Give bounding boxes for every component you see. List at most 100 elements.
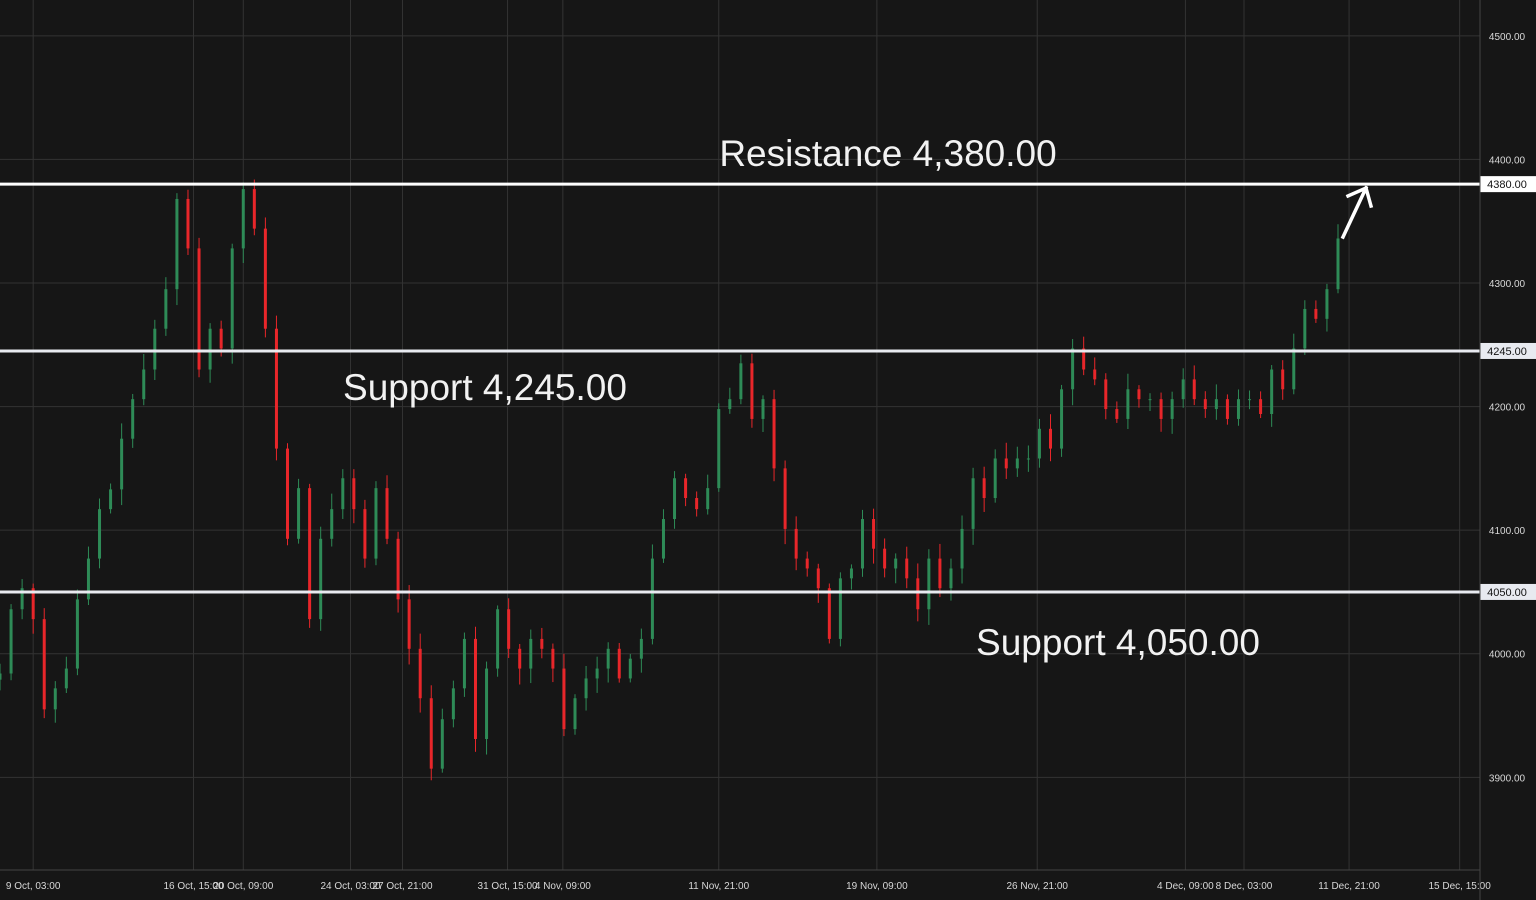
candle [1192,379,1196,400]
candle [374,488,378,559]
candle [1292,348,1296,390]
level-label: Support 4,245.00 [343,367,627,408]
level-axis-badge [1480,583,1536,600]
candle [98,509,102,559]
candle [628,658,632,679]
candle [396,538,400,600]
candle [1281,369,1285,390]
candle [894,558,898,569]
level-axis-badge [1480,176,1536,193]
candle [109,489,113,510]
candle [363,509,367,559]
candle [1270,369,1274,414]
candle [230,248,234,349]
candle [706,488,710,510]
candle [319,538,323,620]
candle [53,688,57,710]
candle [1303,308,1307,349]
y-tick-label: 4500.00 [1489,32,1526,43]
candle [1236,399,1240,419]
candle [42,619,46,710]
candle [529,638,533,669]
candle [297,488,301,539]
candle [1336,238,1340,290]
candle [518,648,522,669]
candle [673,478,677,520]
candle [1004,458,1008,469]
candle [1159,399,1163,419]
x-tick-label: 27 Oct, 21:00 [372,881,432,892]
level-label: Support 4,050.00 [976,622,1260,663]
candle [142,369,146,400]
candle [341,478,345,510]
candle [308,488,312,620]
candle [861,519,865,569]
candle [916,578,920,610]
candle [971,478,975,529]
candle [584,678,588,699]
candle [1015,458,1019,469]
y-tick-label: 4200.00 [1489,403,1526,414]
candle [1126,389,1130,419]
candle [650,558,654,639]
candle [1181,379,1185,400]
candle [64,668,68,689]
y-tick-label: 3900.00 [1489,773,1526,784]
candle [241,189,245,249]
candle [1137,389,1141,400]
candle [606,648,610,669]
candle [960,528,964,569]
candle [330,509,334,539]
levels: 4380.00 Resistance 4,380.00 4245.00 Support… [0,133,1536,663]
candle [1214,399,1218,410]
candle [982,478,986,499]
candle [1314,308,1318,319]
candle [186,198,190,249]
candle [429,698,433,769]
y-tick-label: 4000.00 [1489,650,1526,661]
candle [551,648,555,669]
candle [739,363,743,400]
candles [0,179,1340,781]
x-tick-label: 15 Dec, 15:00 [1429,881,1492,892]
candle [86,558,90,600]
candle [872,519,876,549]
candle [219,328,223,349]
candle [772,399,776,469]
x-tick-label: 26 Nov, 21:00 [1006,881,1068,892]
candle [540,638,544,649]
candle [1259,399,1263,414]
level-label: Resistance 4,380.00 [719,133,1056,174]
candle [1115,409,1119,419]
arrow-up-right-icon [1340,185,1374,240]
candle [827,588,831,639]
candle [1037,428,1041,459]
candle [1071,348,1075,390]
candle [695,498,699,510]
candle [485,668,489,740]
candle [805,558,809,569]
candle [385,488,389,539]
level-axis-label: 4245.00 [1487,346,1527,358]
candle [20,588,24,610]
candle [352,478,356,510]
candle [1148,399,1152,401]
x-tick-label: 11 Nov, 21:00 [688,881,749,892]
candle [0,673,2,680]
candle [562,668,566,730]
x-tick-label: 24 Oct, 03:00 [321,881,381,892]
candle [131,399,135,439]
candle [1248,399,1252,401]
candle [164,289,168,329]
candle [993,458,997,499]
annotations [1340,185,1374,240]
candle [252,189,256,229]
candle [1104,379,1108,410]
y-tick-label: 4100.00 [1489,526,1526,537]
candle [838,578,842,639]
candle [407,599,411,649]
